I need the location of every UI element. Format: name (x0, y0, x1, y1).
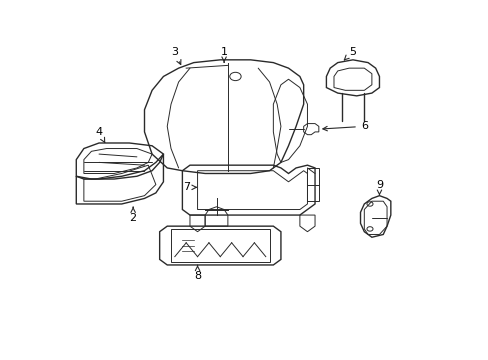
Text: 4: 4 (95, 127, 104, 143)
Text: 8: 8 (194, 265, 201, 281)
Text: 2: 2 (129, 207, 137, 223)
Text: 3: 3 (171, 46, 181, 64)
Text: 9: 9 (375, 180, 382, 195)
Text: 7: 7 (182, 183, 196, 192)
Text: 1: 1 (220, 46, 227, 62)
Text: 6: 6 (322, 121, 367, 131)
Text: 5: 5 (344, 46, 356, 60)
